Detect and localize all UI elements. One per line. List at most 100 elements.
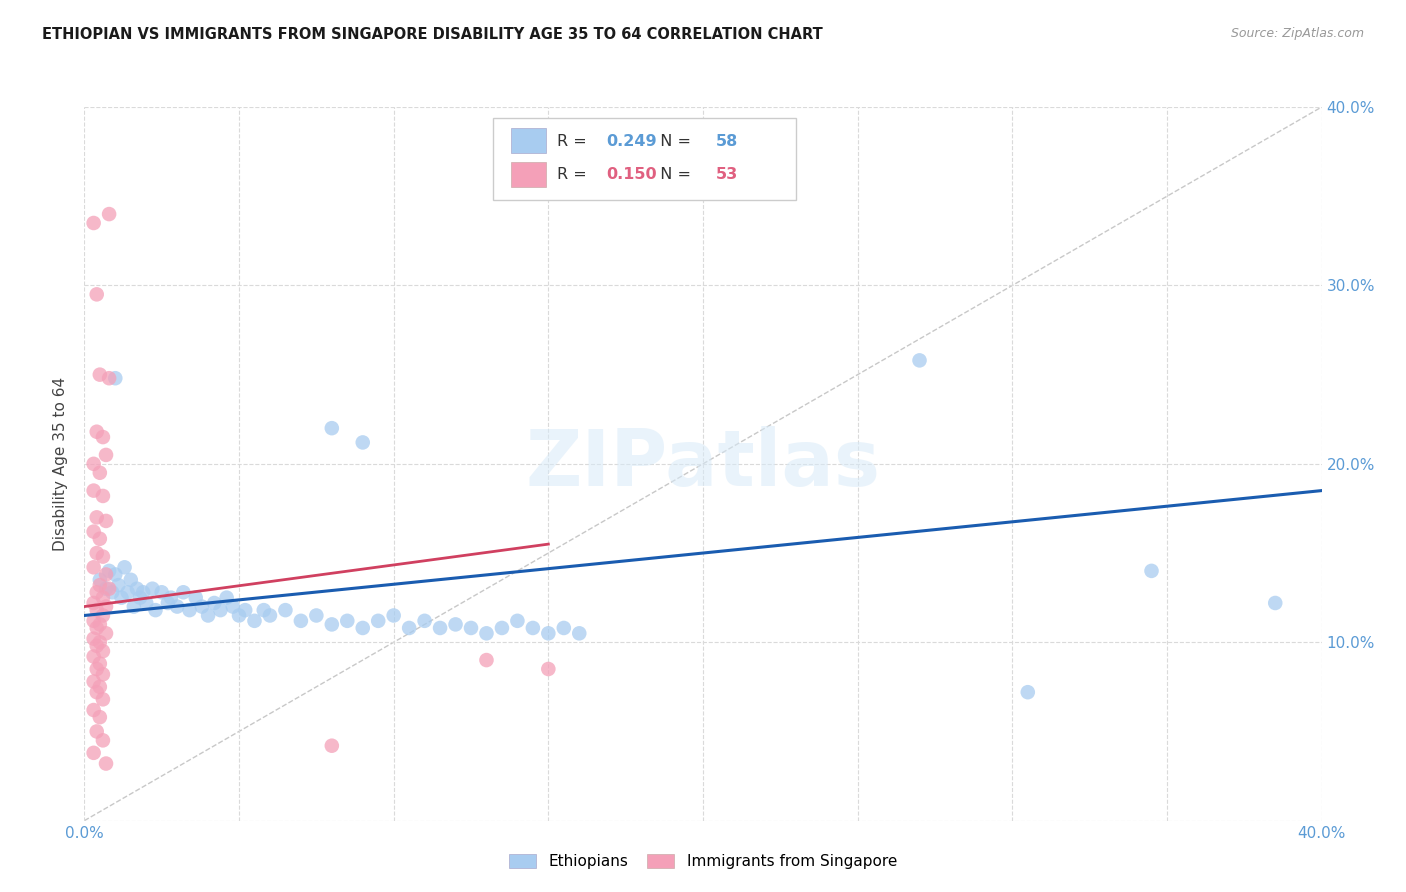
Point: [522, 621, 544, 635]
Point: [91, 692, 114, 706]
Point: [129, 591, 152, 605]
Point: [83, 560, 105, 574]
Point: [83, 649, 105, 664]
Point: [89, 710, 111, 724]
Point: [91, 644, 114, 658]
Point: [537, 626, 560, 640]
Point: [83, 524, 105, 539]
Point: [352, 621, 374, 635]
Point: [1264, 596, 1286, 610]
Point: [98, 371, 121, 385]
Point: [89, 635, 111, 649]
Text: ETHIOPIAN VS IMMIGRANTS FROM SINGAPORE DISABILITY AGE 35 TO 64 CORRELATION CHART: ETHIOPIAN VS IMMIGRANTS FROM SINGAPORE D…: [42, 27, 823, 42]
Point: [83, 216, 105, 230]
Text: N =: N =: [650, 168, 696, 182]
Point: [107, 578, 129, 592]
Point: [94, 567, 117, 582]
Point: [321, 421, 343, 435]
Point: [150, 585, 173, 599]
Point: [83, 746, 105, 760]
Point: [197, 608, 219, 623]
Point: [398, 621, 420, 635]
Point: [86, 662, 108, 676]
Point: [83, 457, 105, 471]
Point: [908, 353, 931, 368]
Point: [537, 662, 560, 676]
Point: [160, 591, 183, 605]
Point: [413, 614, 436, 628]
Text: 53: 53: [716, 168, 738, 182]
Text: ZIPatlas: ZIPatlas: [526, 425, 880, 502]
Point: [98, 564, 121, 578]
Point: [91, 608, 114, 623]
Point: [233, 603, 256, 617]
Point: [553, 621, 575, 635]
Point: [89, 578, 111, 592]
Text: R =: R =: [557, 168, 592, 182]
Point: [1017, 685, 1039, 699]
Point: [382, 608, 405, 623]
Point: [202, 596, 225, 610]
Point: [429, 621, 451, 635]
Point: [367, 614, 389, 628]
Point: [321, 739, 343, 753]
Point: [179, 603, 201, 617]
Point: [336, 614, 359, 628]
Point: [94, 599, 117, 614]
Point: [86, 287, 108, 301]
Point: [132, 585, 155, 599]
Point: [98, 582, 121, 596]
Point: [122, 599, 145, 614]
Point: [91, 549, 114, 564]
Point: [86, 724, 108, 739]
Point: [89, 532, 111, 546]
Point: [101, 585, 124, 599]
Point: [184, 591, 207, 605]
Point: [114, 560, 136, 574]
Point: [120, 573, 142, 587]
Point: [91, 430, 114, 444]
Point: [89, 368, 111, 382]
Point: [86, 546, 108, 560]
Point: [1140, 564, 1163, 578]
Point: [86, 603, 108, 617]
Point: [86, 639, 108, 653]
Point: [166, 599, 188, 614]
Point: [222, 599, 245, 614]
Point: [215, 591, 238, 605]
Point: [568, 626, 591, 640]
Text: 0.150: 0.150: [606, 168, 657, 182]
Point: [253, 603, 276, 617]
Point: [86, 621, 108, 635]
Point: [91, 667, 114, 681]
Point: [141, 582, 163, 596]
Point: [89, 617, 111, 632]
Point: [83, 703, 105, 717]
Point: [191, 599, 214, 614]
Point: [290, 614, 312, 628]
Point: [243, 614, 266, 628]
Point: [89, 680, 111, 694]
Point: [305, 608, 328, 623]
Point: [94, 514, 117, 528]
Point: [83, 596, 105, 610]
Point: [145, 603, 167, 617]
Point: [259, 608, 281, 623]
Point: [83, 632, 105, 646]
Point: [125, 582, 148, 596]
Point: [321, 617, 343, 632]
Point: [444, 617, 467, 632]
Point: [274, 603, 297, 617]
Point: [91, 489, 114, 503]
Point: [352, 435, 374, 450]
Point: [86, 425, 108, 439]
Point: [94, 756, 117, 771]
Point: [228, 608, 250, 623]
Point: [104, 567, 127, 582]
Point: [86, 510, 108, 524]
Point: [172, 585, 194, 599]
Text: R =: R =: [557, 134, 592, 149]
Text: Source: ZipAtlas.com: Source: ZipAtlas.com: [1230, 27, 1364, 40]
FancyBboxPatch shape: [492, 118, 796, 200]
Text: 58: 58: [716, 134, 738, 149]
